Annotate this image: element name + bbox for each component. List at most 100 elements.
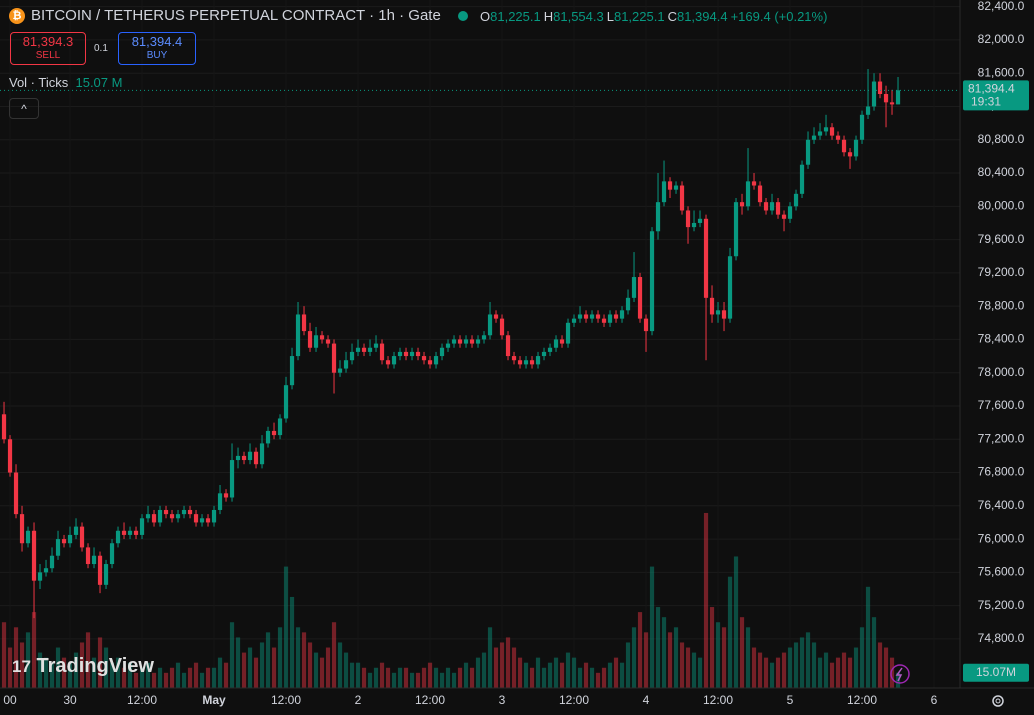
volume-bar <box>709 607 715 688</box>
candle-body <box>37 572 43 581</box>
candle-body <box>781 214 787 219</box>
candle-layer <box>1 69 901 619</box>
candle-body <box>667 181 673 190</box>
volume-bar <box>439 672 445 688</box>
volume-bar <box>751 647 757 688</box>
candle-body <box>55 539 61 556</box>
volume-bar <box>487 627 493 688</box>
candle-body <box>457 339 463 344</box>
y-tick-label: 82,400.0 <box>978 0 1025 13</box>
candle-body <box>601 318 607 323</box>
settings-glyph <box>995 698 1001 704</box>
lightning-icon[interactable] <box>890 664 910 684</box>
candle-body <box>151 514 157 523</box>
candle-body <box>529 360 535 365</box>
volume-bar <box>583 662 589 688</box>
volume-bar <box>601 667 607 688</box>
volume-bar <box>55 647 61 688</box>
candle-body <box>307 331 313 348</box>
candle-body <box>211 509 217 523</box>
volume-legend: Vol · Ticks 15.07 M <box>9 75 122 90</box>
x-tick-label: 12:00 <box>559 693 589 707</box>
ohlc-value: 81,225.1 <box>490 9 541 24</box>
volume-bar <box>199 672 205 688</box>
candle-body <box>697 218 703 223</box>
volume-bar <box>325 647 331 688</box>
candle-body <box>187 509 193 515</box>
volume-tag <box>963 663 1029 682</box>
x-tick-label: 12:00 <box>127 693 157 707</box>
candle-body <box>337 368 343 373</box>
volume-bar <box>517 657 523 688</box>
candle-body <box>679 185 685 211</box>
candle-body <box>85 547 91 565</box>
volume-bar <box>421 667 427 688</box>
volume-bar <box>595 672 601 688</box>
volume-bar <box>1 622 7 688</box>
buy-label: BUY <box>146 50 168 61</box>
candle-body <box>829 127 835 136</box>
volume-bar <box>229 622 235 688</box>
candle-body <box>433 356 439 365</box>
x-tick-label: May <box>202 693 226 707</box>
volume-bar <box>775 657 781 688</box>
candle-body <box>373 343 379 348</box>
grid <box>0 6 960 640</box>
volume-bar <box>211 667 217 688</box>
volume-bar <box>169 667 175 688</box>
volume-bar <box>529 667 535 688</box>
volume-bar <box>313 652 319 688</box>
quantity: 0.1 <box>94 43 108 54</box>
volume-bar <box>655 607 661 688</box>
candle-body <box>739 202 745 207</box>
sell-button[interactable]: 81,394.3 SELL <box>10 32 86 65</box>
candle-body <box>169 514 175 519</box>
candle-body <box>727 256 733 319</box>
candle-body <box>583 314 589 319</box>
volume-bar <box>361 667 367 688</box>
volume-bar <box>193 662 199 688</box>
settings-icon[interactable] <box>992 695 1004 707</box>
candle-body <box>595 314 601 319</box>
candle-body <box>709 297 715 315</box>
buy-button[interactable]: 81,394.4 BUY <box>118 32 196 65</box>
y-tick-label: 76,800.0 <box>978 465 1025 479</box>
volume-bar <box>85 632 91 688</box>
volume-bar <box>349 662 355 688</box>
volume-bar <box>613 657 619 688</box>
candle-body <box>817 131 823 136</box>
volume-bar <box>253 657 259 688</box>
candle-body <box>535 356 541 365</box>
last-price-tag <box>963 80 1029 111</box>
volume-bar <box>511 647 517 688</box>
candle-body <box>79 526 85 548</box>
volume-bar <box>205 667 211 688</box>
volume-bar <box>475 657 481 688</box>
candle-body <box>391 356 397 365</box>
volume-bar <box>91 657 97 688</box>
y-tick-label: 81,600.0 <box>978 65 1025 79</box>
logo-text: TradingView <box>36 655 154 677</box>
candle-body <box>787 206 793 219</box>
volume-bar <box>523 662 529 688</box>
collapse-button[interactable]: ^ <box>9 98 39 119</box>
countdown: 19:31 <box>971 94 1001 108</box>
candle-body <box>799 164 805 194</box>
volume-bar <box>31 612 37 688</box>
candle-body <box>715 310 721 315</box>
candle-body <box>847 152 853 157</box>
candle-body <box>289 356 295 386</box>
candle-body <box>409 351 415 357</box>
candle-body <box>763 202 769 211</box>
x-tick-label: 12:00 <box>703 693 733 707</box>
volume-bar <box>25 632 31 688</box>
volume-bar <box>715 622 721 688</box>
candle-body <box>673 185 679 190</box>
candle-body <box>499 318 505 336</box>
candle-body <box>475 339 481 344</box>
volume-bar <box>757 652 763 688</box>
candle-body <box>367 347 373 352</box>
